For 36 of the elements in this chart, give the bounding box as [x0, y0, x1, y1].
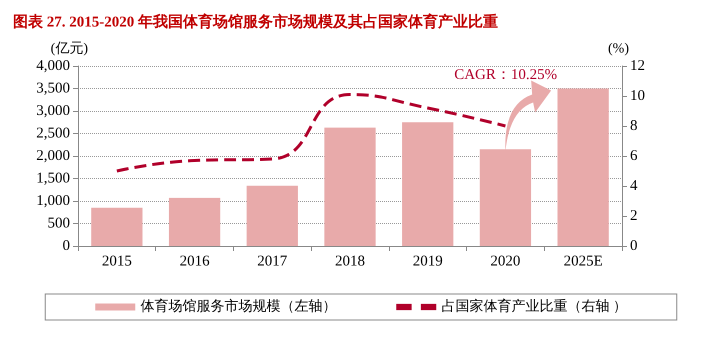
y2-axis-title: (%) [608, 42, 630, 56]
y-tick-label: 0 [62, 238, 70, 254]
x-tick-label: 2016 [180, 254, 210, 270]
bar [324, 128, 376, 246]
x-tick-label: 2018 [335, 254, 365, 270]
x-tick-label: 2025E [564, 254, 603, 270]
y-tick-label: 3,000 [36, 103, 70, 119]
y-tick-label: 1,500 [36, 170, 70, 186]
y-tick-label: 1,000 [36, 193, 70, 209]
y2-tick-label: 8 [630, 118, 638, 134]
bar [402, 122, 454, 246]
x-tick-label: 2020 [490, 254, 520, 270]
y2-tick-label: 10 [630, 88, 645, 104]
legend-label: 体育场馆服务市场规模（左轴） [140, 298, 336, 314]
bar [246, 186, 298, 246]
y2-tick-label: 4 [630, 178, 638, 194]
chart-title: 图表 27. 2015-2020 年我国体育场馆服务市场规模及其占国家体育产业比重 [13, 12, 498, 30]
y-tick-label: 2,000 [36, 148, 70, 164]
y-tick-label: 2,500 [36, 126, 70, 142]
annotation: CAGR：10.25% [454, 67, 558, 83]
x-tick-label: 2019 [412, 254, 443, 270]
y2-tick-label: 6 [630, 148, 638, 164]
legend-label: 占国家体育产业比重（右轴 ） [441, 298, 627, 314]
y-axis-title: (亿元) [50, 40, 88, 56]
bar [557, 88, 609, 246]
y2-tick-label: 0 [630, 238, 638, 254]
line-series [115, 93, 507, 172]
y2-tick-label: 12 [630, 58, 645, 74]
x-tick-label: 2015 [102, 254, 132, 270]
y-tick-label: 4,000 [36, 58, 70, 74]
y2-tick-label: 2 [630, 208, 638, 224]
bar [168, 198, 220, 246]
x-tick-label: 2017 [257, 254, 288, 270]
y-tick-label: 500 [48, 216, 70, 232]
bar [91, 208, 143, 246]
y-tick-label: 3,500 [36, 80, 70, 96]
